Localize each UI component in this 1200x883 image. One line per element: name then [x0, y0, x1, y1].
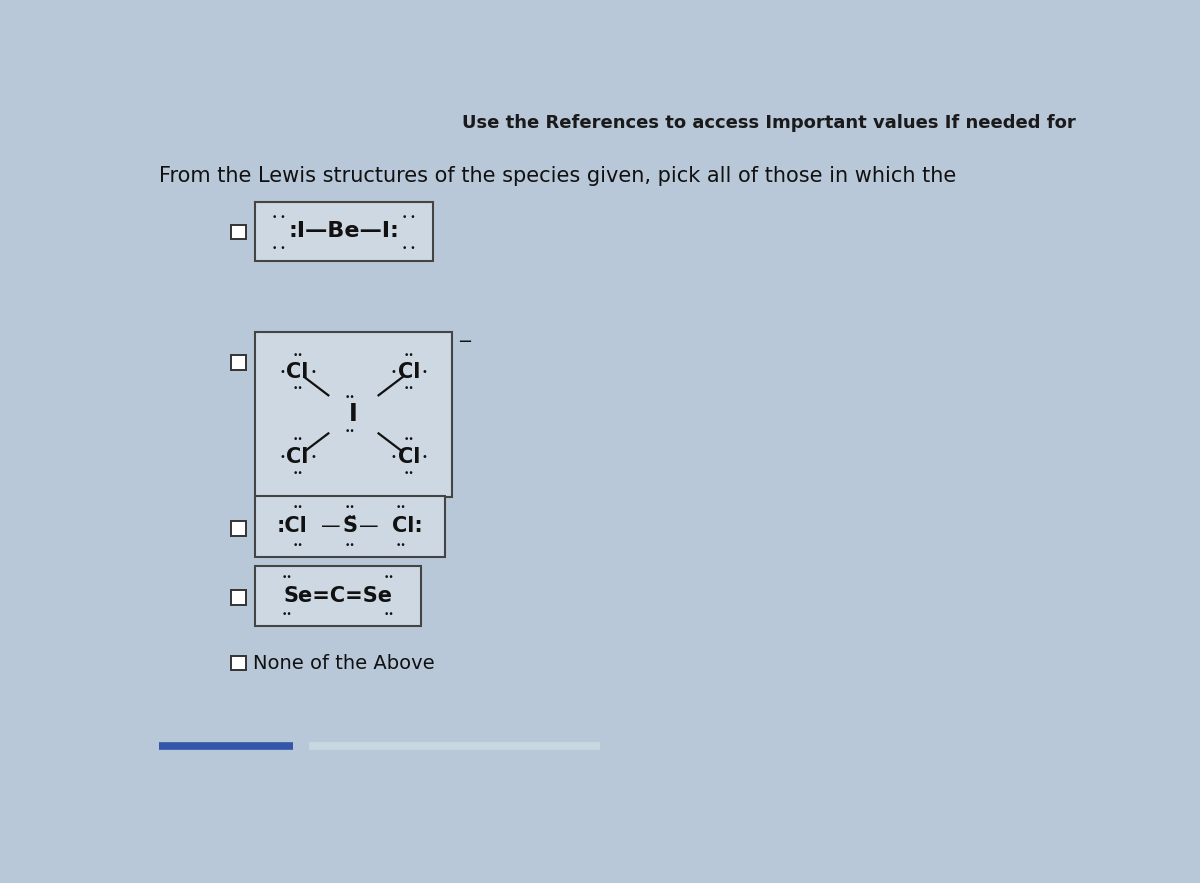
Text: •: •	[310, 367, 316, 377]
Text: ••: ••	[344, 426, 355, 435]
Text: ••: ••	[293, 469, 304, 478]
Text: •: •	[280, 452, 286, 462]
Text: −: −	[457, 333, 472, 351]
Text: None of the Above: None of the Above	[253, 653, 434, 673]
Text: ••: ••	[293, 435, 304, 444]
Bar	[232, 521, 246, 536]
Text: ••: ••	[282, 573, 293, 583]
Text: Se=C=Se: Se=C=Se	[283, 586, 392, 607]
Text: ••: ••	[293, 502, 304, 511]
Text: • •: • •	[272, 244, 286, 253]
Bar	[232, 224, 246, 239]
Text: •: •	[391, 452, 397, 462]
Text: Cl: Cl	[287, 362, 308, 382]
Text: ••: ••	[282, 610, 293, 620]
Bar	[232, 656, 246, 670]
Bar	[254, 566, 421, 626]
Text: —: —	[359, 517, 378, 536]
Text: Cl: Cl	[287, 447, 308, 467]
Text: Cl: Cl	[398, 362, 420, 382]
Text: ••: ••	[383, 573, 394, 583]
Text: • •: • •	[402, 213, 415, 223]
Text: ••: ••	[344, 541, 355, 550]
Text: ••: ••	[404, 384, 415, 394]
Bar	[232, 356, 246, 370]
Text: ••: ••	[404, 469, 415, 478]
Text: Cl:: Cl:	[392, 517, 422, 536]
Text: • •: • •	[402, 244, 415, 253]
Text: ••: ••	[396, 541, 407, 550]
Text: •: •	[310, 452, 316, 462]
Text: I: I	[349, 403, 358, 426]
Text: ••: ••	[293, 541, 304, 550]
Bar	[254, 332, 452, 497]
Text: From the Lewis structures of the species given, pick all of those in which the: From the Lewis structures of the species…	[160, 166, 956, 186]
Text: ••: ••	[293, 384, 304, 394]
Text: —: —	[320, 517, 341, 536]
Text: ••: ••	[293, 351, 304, 359]
Text: S̈: S̈	[342, 517, 358, 536]
Text: Use the References to access Important values If needed for: Use the References to access Important v…	[462, 115, 1076, 132]
Text: Cl: Cl	[398, 447, 420, 467]
Text: ••: ••	[404, 435, 415, 444]
Text: •: •	[391, 367, 397, 377]
Text: •: •	[280, 367, 286, 377]
Text: •: •	[422, 452, 427, 462]
Text: • •: • •	[272, 213, 286, 223]
Text: ••: ••	[404, 351, 415, 359]
Text: :I—Be—I:: :I—Be—I:	[288, 222, 400, 241]
Bar	[232, 591, 246, 605]
Text: •: •	[422, 367, 427, 377]
Text: ••: ••	[383, 610, 394, 620]
Text: ••: ••	[344, 393, 355, 402]
Text: :Cl: :Cl	[276, 517, 307, 536]
Text: ••: ••	[344, 502, 355, 511]
Bar	[254, 495, 444, 557]
Text: ••: ••	[396, 502, 407, 511]
Bar	[254, 202, 433, 260]
